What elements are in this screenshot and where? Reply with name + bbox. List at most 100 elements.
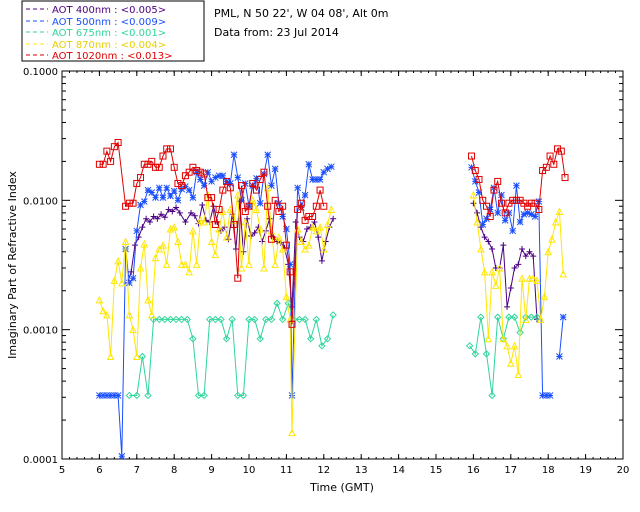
data-point	[133, 227, 141, 235]
data-point	[133, 391, 141, 400]
data-point	[200, 182, 208, 189]
data-point	[499, 334, 508, 343]
site-info: PML, N 50 22', W 04 08', Alt 0m	[214, 7, 388, 20]
x-tick-label: 6	[96, 465, 102, 476]
data-point	[163, 145, 171, 153]
data-point	[204, 168, 212, 176]
data-point	[557, 147, 565, 155]
data-point	[204, 194, 212, 202]
data-point	[492, 281, 500, 289]
data-point	[320, 202, 328, 210]
data-point	[546, 392, 554, 399]
y-tick-label: 0.0100	[23, 196, 58, 207]
data-point	[305, 212, 313, 220]
data-point	[151, 253, 160, 262]
data-point	[182, 218, 189, 225]
data-point	[316, 176, 324, 183]
data-point	[498, 191, 505, 199]
data-point	[282, 241, 290, 249]
data-point	[188, 209, 195, 216]
data-point	[181, 172, 189, 180]
data-point	[531, 199, 539, 207]
data-point	[530, 253, 537, 260]
data-point	[293, 224, 302, 233]
legend-item-400: AOT 400nm : <0.005>	[26, 5, 166, 16]
data-point	[158, 211, 165, 218]
data-point	[512, 196, 520, 204]
data-point	[503, 341, 511, 350]
legend-item-1020: AOT 1020nm : <0.013>	[26, 51, 172, 62]
data-point	[176, 209, 183, 216]
data-point	[301, 216, 309, 224]
data-point	[505, 313, 513, 321]
data-point	[315, 234, 322, 241]
data-point	[286, 260, 294, 268]
data-point	[196, 168, 204, 176]
data-point	[312, 315, 321, 324]
data-point	[182, 183, 189, 190]
y-tick-label: 0.0001	[23, 455, 58, 466]
data-point	[524, 209, 531, 217]
data-point	[544, 247, 553, 256]
data-point	[279, 202, 287, 210]
data-point	[286, 268, 294, 276]
data-point	[267, 235, 275, 243]
data-point	[241, 207, 249, 215]
x-tick-label: 5	[59, 465, 65, 476]
data-point	[106, 352, 115, 361]
data-point	[318, 257, 325, 264]
x-tick-label: 18	[542, 465, 555, 476]
data-point	[245, 202, 253, 210]
series-line	[472, 203, 538, 320]
data-point	[551, 217, 560, 226]
x-tick-label: 14	[392, 465, 405, 476]
data-point	[150, 213, 157, 220]
data-point	[294, 184, 301, 192]
data-point	[497, 199, 505, 207]
data-point	[256, 175, 264, 183]
data-point	[103, 147, 111, 155]
y-axis: 0.0001 0.0010 0.0100 0.1000	[23, 67, 623, 466]
data-point	[140, 239, 149, 248]
data-point	[504, 303, 511, 310]
x-tick-label: 10	[243, 465, 256, 476]
data-point	[211, 250, 220, 259]
data-point	[200, 170, 208, 178]
data-point	[249, 179, 257, 187]
data-point	[470, 200, 477, 207]
data-point	[288, 392, 296, 399]
data-point	[228, 315, 236, 324]
data-point	[298, 204, 305, 211]
data-point	[471, 167, 479, 175]
data-point	[252, 186, 260, 194]
data-point	[535, 198, 543, 205]
data-point	[275, 199, 283, 207]
data-point	[169, 208, 176, 215]
data-point	[307, 335, 315, 343]
data-point	[155, 163, 163, 171]
data-point	[185, 186, 193, 194]
data-point	[191, 212, 198, 219]
data-point	[554, 145, 562, 153]
data-point	[251, 229, 258, 236]
series-line	[472, 194, 564, 375]
data-point	[197, 176, 204, 183]
legend: AOT 400nm : <0.005> AOT 500nm : <0.009> …	[21, 0, 205, 62]
data-point	[170, 163, 178, 171]
data-point	[511, 264, 518, 271]
data-point	[494, 177, 502, 185]
data-point	[482, 202, 490, 210]
data-point	[155, 184, 163, 192]
data-point	[271, 165, 279, 173]
data-point	[510, 341, 519, 350]
data-point	[239, 391, 248, 400]
data-point	[263, 183, 272, 192]
data-point	[312, 202, 320, 210]
data-point	[147, 310, 156, 319]
data-point	[481, 234, 488, 241]
data-point	[509, 227, 517, 235]
data-point	[110, 143, 118, 151]
data-point	[114, 139, 122, 147]
data-point	[501, 217, 509, 224]
data-point	[488, 267, 496, 276]
